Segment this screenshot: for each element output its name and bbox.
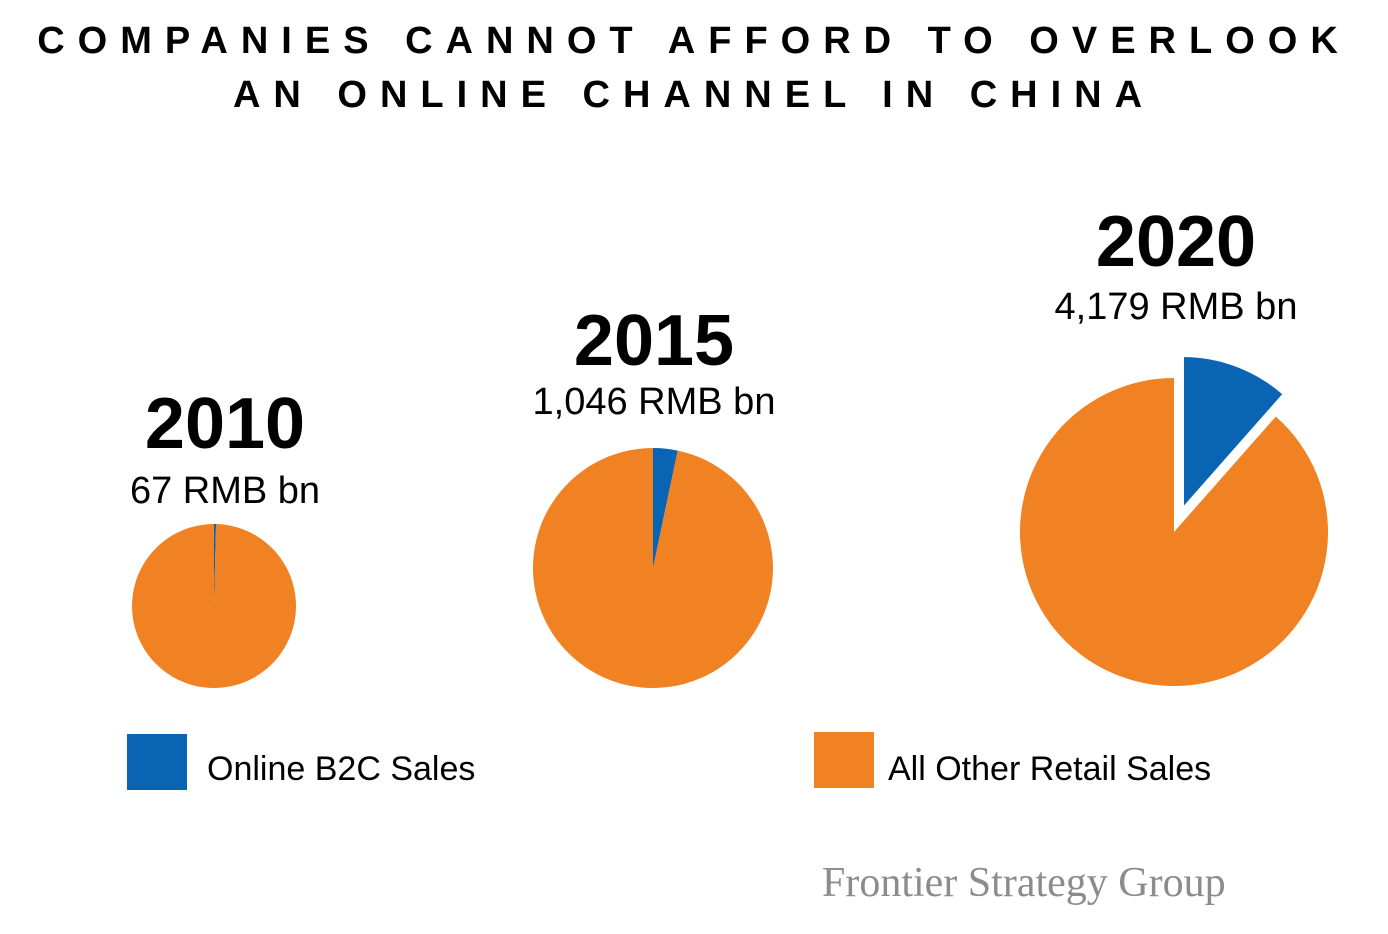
legend-label-online: Online B2C Sales: [207, 750, 476, 788]
pie-2020-title: 2020: [1095, 202, 1257, 282]
pie-2015-slice-online-b2c: [653, 448, 678, 568]
pie-2010-total: 67 RMB bn: [129, 470, 321, 512]
pie-2010-title: 2010: [144, 384, 306, 464]
chart-title-line-1: COMPANIES CANNOT AFFORD TO OVERLOOK: [37, 20, 1351, 62]
pie-2015-total: 1,046 RMB bn: [532, 381, 776, 423]
pie-2010-slice-online-b2c: [214, 524, 217, 606]
pie-2015-title: 2015: [573, 301, 735, 381]
pie-2015-slice-other-retail: [533, 448, 774, 689]
pie-2020-slice-online-b2c: [1180, 354, 1287, 514]
legend-label-other: All Other Retail Sales: [888, 750, 1212, 788]
legend-swatch-other: [814, 732, 874, 788]
brand-logo: Frontier Strategy Group: [822, 860, 1226, 906]
pie-2010-slice-other-retail: [132, 524, 297, 688]
legend-swatch-online: [127, 734, 187, 790]
chart-title-line-2: AN ONLINE CHANNEL IN CHINA: [232, 74, 1156, 116]
pie-2020-slice-other-retail: [1020, 378, 1329, 686]
pie-2020-total: 4,179 RMB bn: [1054, 286, 1298, 328]
